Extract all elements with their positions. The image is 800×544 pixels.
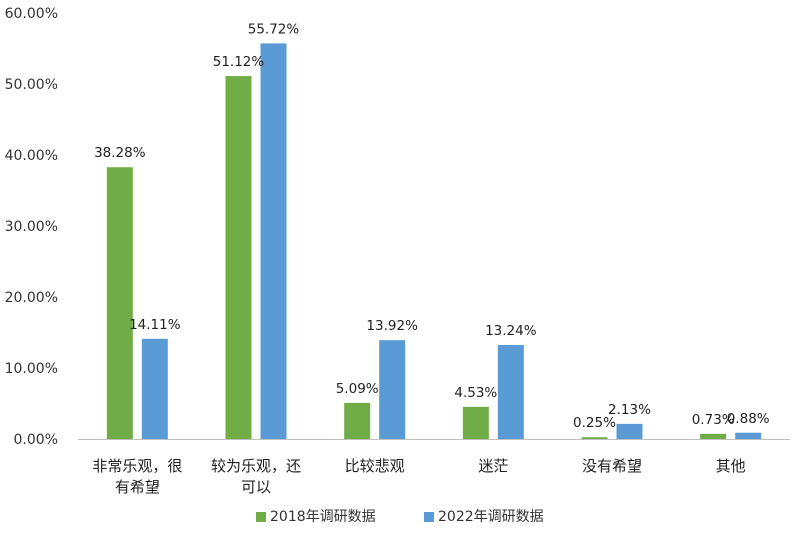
category-label: 其他 <box>716 457 746 475</box>
y-tick-label: 40.00% <box>5 148 58 164</box>
y-tick-label: 0.00% <box>14 432 58 448</box>
data-labels: 38.28% 14.11% 51.12% 55.72% 5.09% 13.92% 4.53%… <box>94 21 770 431</box>
y-tick-label: 10.00% <box>5 361 58 377</box>
data-label: 4.53% <box>454 385 497 401</box>
bars <box>106 43 762 439</box>
data-label: 13.24% <box>485 323 537 339</box>
y-tick-label: 50.00% <box>5 77 58 93</box>
bar <box>379 340 406 439</box>
data-label: 51.12% <box>213 54 265 70</box>
category-label: 比较悲观 <box>345 457 405 475</box>
bar <box>497 344 524 439</box>
data-label: 2.13% <box>608 402 651 418</box>
bar <box>700 433 727 439</box>
bar <box>581 437 608 439</box>
category-label: 有希望 <box>115 478 160 496</box>
legend-label: 2018年调研数据 <box>270 509 376 525</box>
category-label: 较为乐观，还 <box>211 457 301 475</box>
category-label: 可以 <box>241 478 271 496</box>
data-label: 14.11% <box>129 317 181 333</box>
bar <box>106 167 133 439</box>
bar <box>260 43 287 439</box>
legend-label: 2022年调研数据 <box>438 509 544 525</box>
data-label: 55.72% <box>248 21 300 37</box>
bar <box>462 406 489 439</box>
y-axis: 0.00% 10.00% 20.00% 30.00% 40.00% 50.00% 60.00… <box>5 6 58 448</box>
data-label: 0.25% <box>573 415 616 431</box>
legend-swatch <box>424 512 434 522</box>
bar <box>616 423 643 439</box>
category-label: 没有希望 <box>582 457 642 475</box>
bar <box>141 338 168 439</box>
data-label: 0.88% <box>727 411 770 427</box>
data-label: 5.09% <box>336 381 379 397</box>
data-label: 38.28% <box>94 145 146 161</box>
data-label: 13.92% <box>366 318 418 334</box>
bar <box>225 76 252 439</box>
y-tick-label: 20.00% <box>5 290 58 306</box>
y-tick-label: 30.00% <box>5 219 58 235</box>
data-label: 0.73% <box>692 412 735 428</box>
bar <box>344 402 371 439</box>
category-label: 非常乐观，很 <box>92 457 182 475</box>
category-label: 迷茫 <box>478 457 508 475</box>
bar <box>735 432 762 439</box>
y-tick-label: 60.00% <box>5 6 58 22</box>
legend: 2018年调研数据 2022年调研数据 <box>256 509 544 525</box>
legend-swatch <box>256 512 266 522</box>
